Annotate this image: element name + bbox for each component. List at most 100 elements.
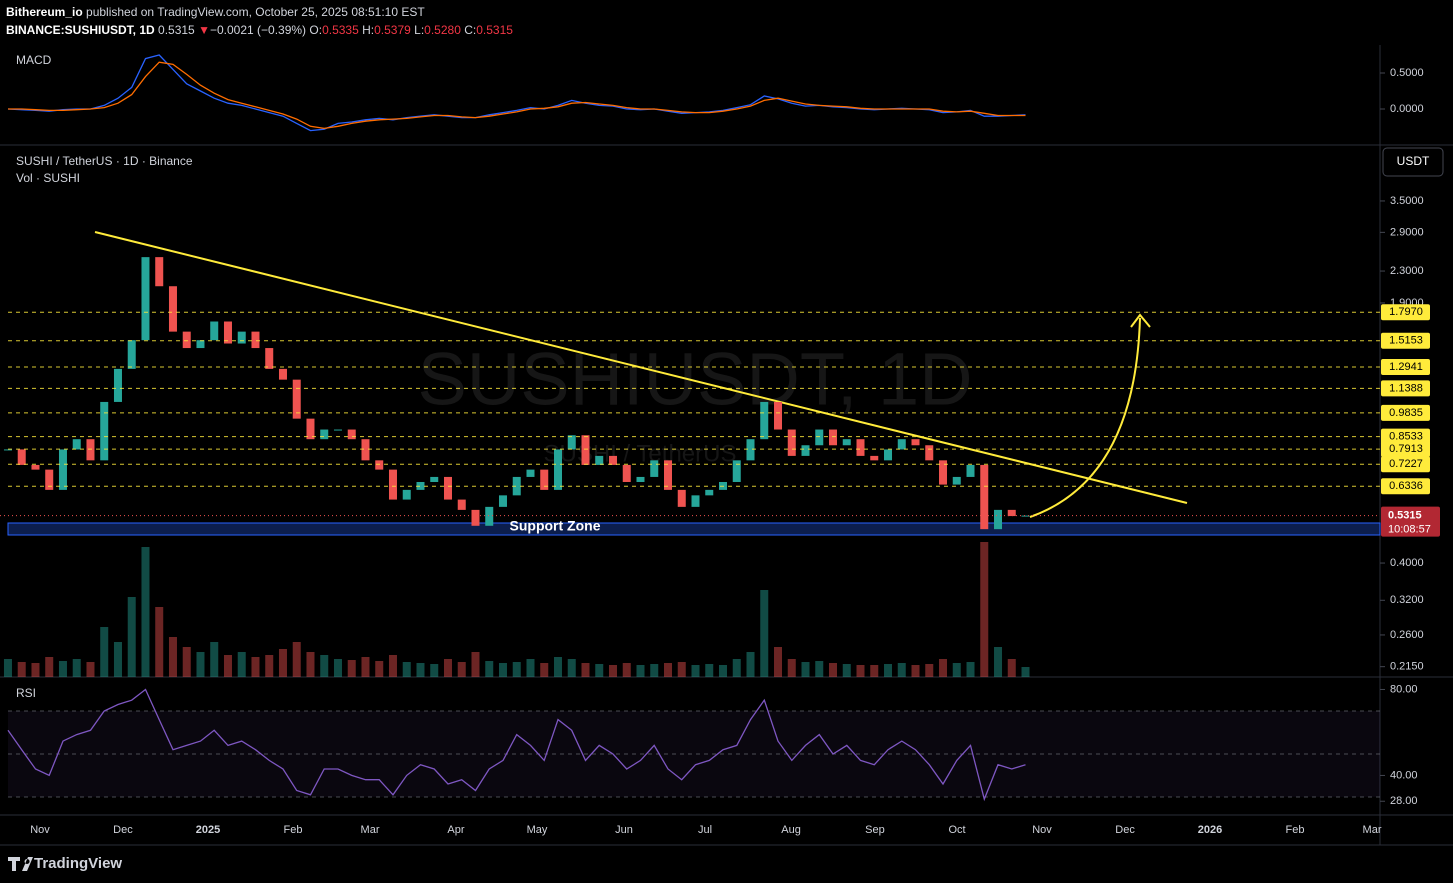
volume-bar — [952, 663, 961, 677]
candle — [732, 460, 741, 482]
candle — [320, 429, 329, 440]
volume-bar — [966, 662, 975, 677]
candle — [306, 418, 315, 440]
volume-bar — [388, 655, 397, 677]
ohlc-value: 0.5315 — [476, 23, 513, 37]
candle — [760, 401, 769, 440]
level-tag — [1381, 380, 1430, 397]
y-tick-label: 28.00 — [1390, 795, 1418, 807]
x-tick-label: 2025 — [196, 824, 220, 836]
candle — [100, 401, 109, 461]
brand: TradingView — [34, 855, 122, 872]
candle — [210, 321, 219, 341]
volume-bar — [622, 663, 631, 677]
volume-bar — [210, 642, 219, 677]
volume-bar — [801, 662, 810, 677]
volume-bar — [430, 664, 439, 677]
candle — [182, 331, 191, 349]
volume-bar — [787, 659, 796, 677]
x-tick-label: 2026 — [1198, 824, 1222, 836]
pane-title: RSI — [16, 686, 36, 700]
volume-bar — [72, 659, 81, 677]
level-label: 1.5153 — [1389, 335, 1423, 347]
volume-bar — [292, 642, 301, 677]
volume-bar — [100, 627, 109, 677]
candle — [45, 469, 54, 490]
pane-title: Vol · SUSHI — [16, 171, 80, 185]
candle — [347, 429, 356, 440]
volume-bar — [774, 647, 783, 677]
volume-bar — [526, 659, 535, 677]
volume-bar — [375, 661, 384, 677]
level-tag — [1381, 456, 1430, 473]
volume-bar — [223, 655, 232, 677]
candle — [265, 348, 274, 369]
volume-bar — [677, 662, 686, 677]
candle — [705, 489, 714, 496]
volume-bar — [512, 662, 521, 677]
volume-bar — [650, 664, 659, 677]
volume-bar — [829, 663, 838, 677]
line — [7, 688, 1026, 802]
symbol-line: BINANCE:SUSHIUSDT, 1D 0.5315 ▼−0.0021 (−… — [6, 21, 513, 39]
y-tick-label: 0.3200 — [1390, 594, 1424, 606]
volume-bar — [58, 661, 67, 677]
level-tag — [1381, 359, 1430, 376]
ohlc-value: 0.5379 — [374, 23, 411, 37]
volume-bar — [155, 607, 164, 677]
rsi-band — [8, 710, 1380, 797]
volume-bar — [471, 652, 480, 677]
candle — [595, 455, 604, 465]
x-tick-label: Mar — [361, 824, 380, 836]
volume-bar — [127, 597, 136, 677]
candle — [457, 499, 466, 510]
volume-bar — [897, 663, 906, 677]
support-zone — [7, 522, 1381, 536]
currency-button[interactable] — [1382, 147, 1444, 177]
candle — [512, 476, 521, 496]
header: Bithereum_io published on TradingView.co… — [6, 3, 513, 39]
volume-bar — [361, 657, 370, 677]
x-tick-label: Jul — [698, 824, 712, 836]
level-label: 0.8533 — [1389, 430, 1423, 442]
volume-bar — [168, 637, 177, 677]
volume-bar — [265, 655, 274, 677]
pane-title: MACD — [16, 53, 52, 67]
ohlc-label: H: — [362, 23, 375, 37]
volume-bar — [320, 655, 329, 677]
volume-bar — [141, 547, 150, 677]
x-tick-label: Sep — [865, 824, 885, 836]
candle — [196, 340, 205, 349]
candle — [842, 439, 851, 446]
volume-bar — [856, 665, 865, 677]
level-tag — [1381, 428, 1430, 445]
candle — [815, 429, 824, 446]
candle — [540, 469, 549, 490]
last-price-label: 0.5315 — [1388, 509, 1422, 521]
volume-bar — [402, 662, 411, 677]
volume-bar — [636, 665, 645, 677]
volume-bar — [457, 662, 466, 677]
candle — [127, 340, 136, 369]
candle — [829, 429, 838, 446]
y-tick-label: 2.3000 — [1390, 265, 1424, 277]
volume-bar — [540, 663, 549, 677]
volume-bar — [485, 661, 494, 677]
y-tick-label: 3.5000 — [1390, 195, 1424, 207]
volume-bar — [705, 664, 714, 677]
candle — [897, 439, 906, 450]
volume-bar — [251, 657, 260, 677]
candle — [939, 460, 948, 485]
volume-bar — [719, 665, 728, 677]
volume-bar — [1007, 659, 1016, 677]
candle — [86, 439, 95, 461]
x-tick-label: Feb — [284, 824, 303, 836]
y-tick-label: 2.9000 — [1390, 226, 1424, 238]
candle — [471, 509, 480, 526]
x-tick-label: Nov — [30, 824, 50, 836]
candle — [581, 435, 590, 465]
volume-bar — [911, 665, 920, 677]
volume-bar — [86, 662, 95, 677]
